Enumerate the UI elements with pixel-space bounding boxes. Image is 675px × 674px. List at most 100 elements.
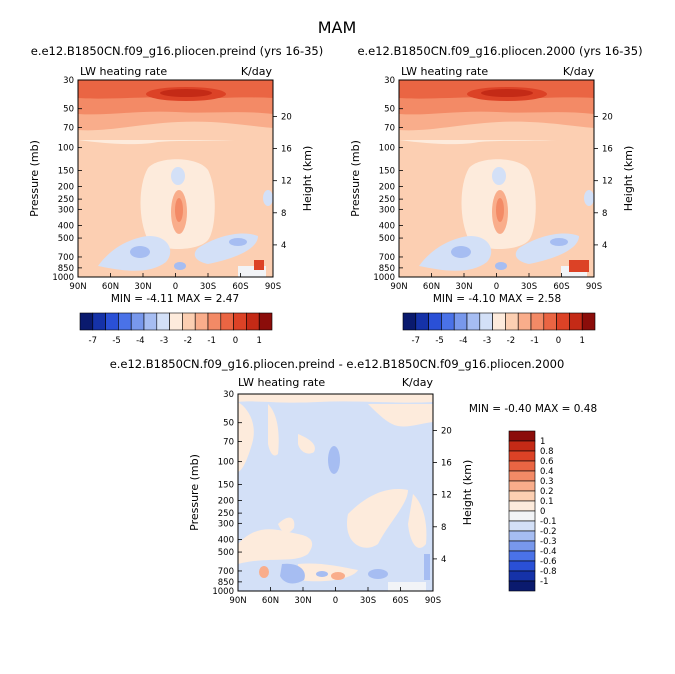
colorbar-swatch bbox=[508, 450, 536, 462]
colorbar-swatch bbox=[556, 312, 570, 331]
colorbar-label: 0 bbox=[233, 336, 238, 346]
height-tick-label: 12 bbox=[602, 177, 613, 187]
y-axis-label: Pressure (mb) bbox=[188, 454, 201, 531]
pressure-tick-label: 1000 bbox=[373, 273, 395, 283]
pressure-tick-label: 100 bbox=[379, 144, 395, 154]
pressure-tick-label: 700 bbox=[58, 253, 74, 263]
pressure-tick-label: 500 bbox=[58, 234, 74, 244]
units-label: K/day bbox=[563, 65, 595, 78]
height-tick-label: 4 bbox=[441, 555, 446, 565]
colorbar-label: -5 bbox=[435, 336, 443, 346]
colorbar-swatch bbox=[530, 312, 545, 331]
stats-text: MIN = -0.40 MAX = 0.48 bbox=[469, 403, 597, 415]
pressure-tick-label: 700 bbox=[218, 567, 234, 577]
panel-difference: e.e12.B1850CN.f09_g16.pliocen.preind - e… bbox=[110, 357, 597, 606]
pressure-tick-label: 400 bbox=[379, 222, 395, 232]
y-axis-label: Pressure (mb) bbox=[349, 140, 362, 217]
latitude-tick-label: 90N bbox=[229, 596, 246, 606]
colorbar-label: 0.3 bbox=[540, 477, 554, 487]
colorbar-label: -1 bbox=[207, 336, 215, 346]
height-tick-label: 16 bbox=[441, 459, 452, 469]
colorbar-label: 0.8 bbox=[540, 447, 554, 457]
pressure-tick-label: 30 bbox=[223, 390, 234, 400]
latitude-tick-label: 90S bbox=[425, 596, 441, 606]
pressure-tick-label: 1000 bbox=[52, 273, 74, 283]
colorbar-swatch bbox=[508, 560, 536, 572]
latitude-tick-label: 0 bbox=[173, 282, 178, 292]
colorbar-right: -7 -5 -4 -3 -2 -1 0 1 bbox=[402, 312, 596, 346]
colorbar-swatch bbox=[479, 312, 493, 331]
colorbar-label: -0.2 bbox=[540, 527, 557, 537]
latitude-tick-label: 30N bbox=[134, 282, 151, 292]
colorbar-swatch bbox=[508, 530, 536, 542]
pressure-tick-label: 30 bbox=[384, 76, 395, 86]
pressure-tick-label: 500 bbox=[218, 548, 234, 558]
latitude-tick-label: 30S bbox=[360, 596, 376, 606]
pressure-tick-label: 400 bbox=[218, 536, 234, 546]
pressure-tick-label: 200 bbox=[379, 183, 395, 193]
colorbar-label: -0.4 bbox=[540, 547, 557, 557]
main-title: MAM bbox=[318, 18, 357, 37]
latitude-tick-label: 0 bbox=[494, 282, 499, 292]
colorbar-swatch bbox=[517, 312, 532, 331]
colorbar-label: -3 bbox=[160, 336, 168, 346]
colorbar-swatch bbox=[246, 312, 260, 331]
colorbar-label: 1 bbox=[540, 437, 545, 447]
colorbar-label: -7 bbox=[412, 336, 420, 346]
colorbar-swatch bbox=[105, 312, 119, 331]
pressure-tick-label: 200 bbox=[58, 183, 74, 193]
stats-text: MIN = -4.10 MAX = 2.58 bbox=[433, 293, 561, 305]
latitude-tick-label: 60S bbox=[232, 282, 248, 292]
pressure-tick-label: 50 bbox=[63, 105, 74, 115]
colorbar-swatch bbox=[428, 312, 442, 331]
colorbar-swatch bbox=[508, 570, 536, 582]
latitude-tick-label: 0 bbox=[333, 596, 338, 606]
latitude-tick-label: 90N bbox=[390, 282, 407, 292]
y2-axis-label: Height (km) bbox=[301, 146, 314, 212]
colorbar-swatch bbox=[508, 460, 536, 472]
colorbar-label: -1 bbox=[540, 577, 548, 587]
colorbar-swatch bbox=[169, 312, 183, 331]
pressure-tick-label: 70 bbox=[63, 124, 74, 134]
colorbar-swatch bbox=[508, 430, 536, 442]
colorbar-swatch bbox=[130, 312, 145, 331]
colorbar-label: 0.2 bbox=[540, 487, 554, 497]
variable-label: LW heating rate bbox=[238, 376, 325, 389]
pressure-tick-label: 50 bbox=[223, 419, 234, 429]
latitude-tick-label: 90S bbox=[586, 282, 602, 292]
colorbar-difference: 10.80.60.40.30.20.10-0.1-0.2-0.3-0.4-0.6… bbox=[508, 430, 557, 592]
variable-label: LW heating rate bbox=[401, 65, 488, 78]
pressure-tick-label: 150 bbox=[379, 166, 395, 176]
height-tick-label: 16 bbox=[281, 145, 292, 155]
latitude-tick-label: 60S bbox=[553, 282, 569, 292]
panel-2000: e.e12.B1850CN.f09_g16.pliocen.2000 (yrs … bbox=[349, 44, 643, 305]
pressure-tick-label: 850 bbox=[379, 264, 395, 274]
colorbar-label: -2 bbox=[184, 336, 192, 346]
colorbar-swatch bbox=[233, 312, 247, 331]
height-tick-label: 4 bbox=[281, 241, 286, 251]
colorbar-label: 0.1 bbox=[540, 497, 554, 507]
units-label: K/day bbox=[402, 376, 434, 389]
colorbar-swatch bbox=[581, 312, 596, 331]
colorbar-swatch bbox=[508, 470, 536, 482]
height-tick-label: 20 bbox=[281, 112, 292, 122]
colorbar-label: 1 bbox=[579, 336, 584, 346]
pressure-tick-label: 70 bbox=[223, 438, 234, 448]
colorbar-swatch bbox=[441, 312, 455, 331]
stats-text: MIN = -4.11 MAX = 2.47 bbox=[111, 293, 239, 305]
y2-axis-label: Height (km) bbox=[461, 460, 474, 526]
colorbar-left: -7 -5 -4 -3 -2 -1 0 1 bbox=[79, 312, 273, 346]
pressure-tick-label: 100 bbox=[218, 458, 234, 468]
colorbar-swatch bbox=[182, 312, 196, 331]
y2-axis-label: Height (km) bbox=[622, 146, 635, 212]
pressure-tick-label: 300 bbox=[58, 205, 74, 215]
pressure-tick-label: 300 bbox=[218, 519, 234, 529]
colorbar-swatch bbox=[156, 312, 170, 331]
pressure-tick-label: 150 bbox=[218, 480, 234, 490]
variable-label: LW heating rate bbox=[80, 65, 167, 78]
colorbar-swatch bbox=[508, 540, 536, 552]
height-tick-label: 8 bbox=[441, 523, 446, 533]
